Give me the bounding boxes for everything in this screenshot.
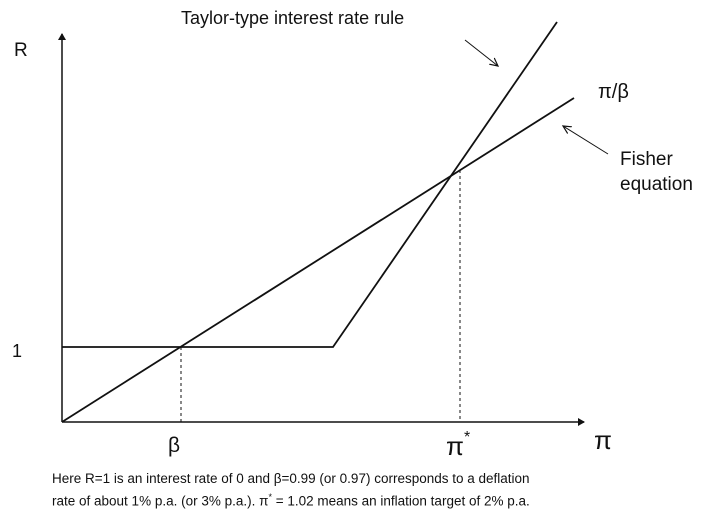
caption: Here R=1 is an interest rate of 0 and β=… [52,470,692,511]
y-tick-one: 1 [12,341,22,361]
fisher-pointer-arrow [563,126,609,155]
taylor-rule-line [62,21,558,348]
taylor-pointer-arrow [464,39,498,66]
taylor-rule-label: Taylor-type interest rate rule [181,8,404,28]
fisher-label-line2: equation [620,174,693,195]
fisher-label-line1: Fisher [620,149,673,170]
caption-line-2: rate of about 1% p.a. (or 3% p.a.). π* =… [52,492,530,509]
x-axis-label: π [594,425,612,455]
caption-superscript: * [268,492,272,502]
diagram-canvas: R π 1 β π* Taylor-type interest rate rul… [12,8,693,461]
fisher-equation-line [61,97,575,423]
pi-star-superscript: * [464,429,470,446]
pi-star-tick-label: π* [446,429,470,461]
beta-tick-label: β [168,434,180,457]
y-axis-label: R [14,40,28,61]
caption-line-1: Here R=1 is an interest rate of 0 and β=… [52,471,530,486]
pi-over-beta-label: π/β [598,81,629,103]
